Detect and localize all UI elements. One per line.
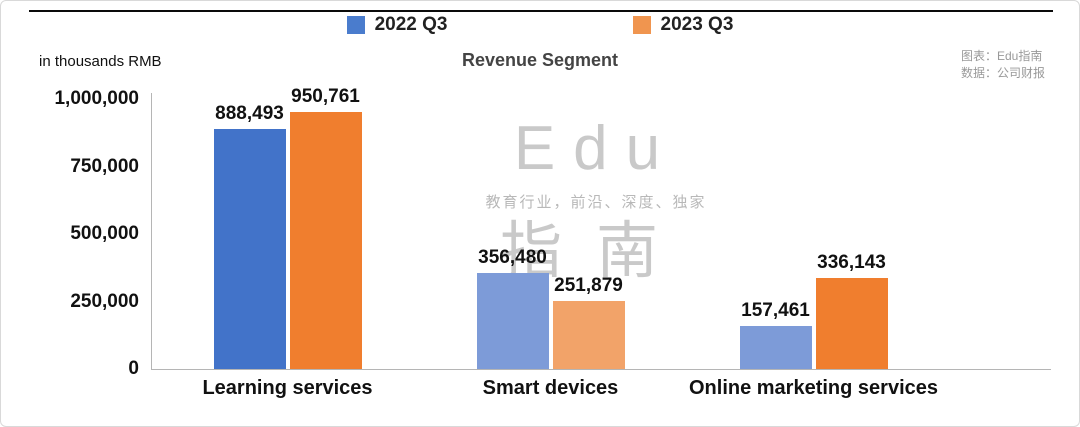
category-label: Online marketing services <box>688 377 938 399</box>
unit-label: in thousands RMB <box>39 53 162 70</box>
bar <box>289 112 362 369</box>
bar <box>739 326 812 369</box>
y-tick-label: 0 <box>128 358 139 379</box>
legend-label: 2023 Q3 <box>660 14 734 35</box>
bar-value-label: 950,761 <box>291 86 360 107</box>
watermark-tagline: 教育行业，前沿、深度、独家 <box>485 194 707 211</box>
watermark-edu-text: Edu <box>513 114 679 183</box>
legend-label: 2022 Q3 <box>374 14 448 35</box>
bar-value-label: 888,493 <box>215 103 284 124</box>
bar <box>552 301 625 369</box>
legend: 2022 Q3 2023 Q3 <box>1 14 1079 36</box>
bar <box>213 129 286 369</box>
bar-value-label: 356,480 <box>478 247 547 268</box>
legend-item-2023q3: 2023 Q3 <box>632 14 734 36</box>
credit-data-source: 数据：公司财报 <box>960 66 1045 80</box>
legend-swatch <box>632 16 651 34</box>
y-tick-label: 250,000 <box>70 290 139 312</box>
watermark-zhinan-text: 指南 <box>499 217 692 286</box>
y-tick-label: 1,000,000 <box>54 88 139 109</box>
credits: 图表：Edu指南 数据：公司财报 <box>961 48 1045 82</box>
bar-value-label: 157,461 <box>741 300 810 321</box>
y-tick-label: 750,000 <box>70 155 139 177</box>
bar-value-label: 251,879 <box>554 275 623 296</box>
bar <box>476 273 549 369</box>
credit-chart-source: 图表：Edu指南 <box>960 49 1043 63</box>
category-label: Smart devices <box>482 377 619 399</box>
x-axis-line <box>151 369 1051 370</box>
bar-value-label: 336,143 <box>817 252 886 273</box>
chart-title: Revenue Segment <box>461 50 619 70</box>
category-label: Learning services <box>202 377 373 399</box>
y-axis-line <box>151 93 152 369</box>
legend-item-2022q3: 2022 Q3 <box>346 14 448 36</box>
watermark: Edu 教育行业，前沿、深度、独家 指南 <box>401 117 791 284</box>
legend-swatch <box>346 16 365 34</box>
bar <box>815 278 888 369</box>
top-border-line <box>29 10 1053 12</box>
y-tick-label: 500,000 <box>70 223 139 244</box>
